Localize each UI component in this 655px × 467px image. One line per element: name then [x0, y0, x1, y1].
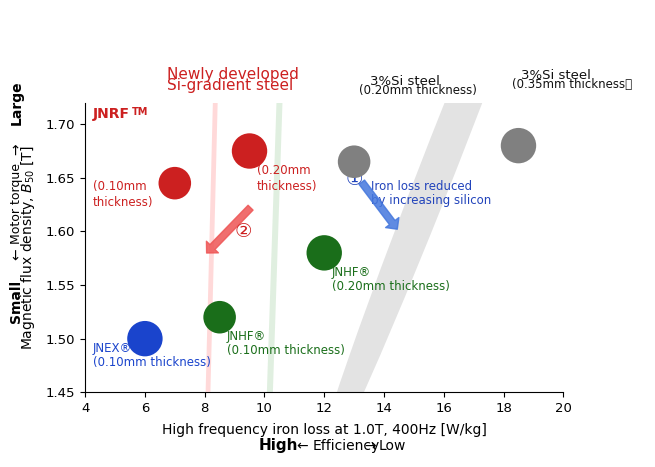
Point	[349, 158, 360, 165]
Point	[244, 147, 255, 155]
Text: (0.20mm
thickness): (0.20mm thickness)	[257, 164, 318, 193]
Ellipse shape	[164, 0, 264, 467]
Text: (0.35mm thickness）: (0.35mm thickness）	[512, 78, 632, 91]
Text: ①: ①	[345, 170, 363, 190]
Text: JNEX®: JNEX®	[92, 342, 132, 355]
Text: Motor torque: Motor torque	[10, 163, 23, 244]
Point	[170, 179, 180, 187]
Point	[514, 142, 524, 149]
Text: JNHF®: JNHF®	[331, 266, 371, 279]
Text: High: High	[259, 438, 298, 453]
Text: Newly developed: Newly developed	[167, 67, 299, 82]
Text: Small: Small	[9, 280, 24, 323]
Text: ②: ②	[234, 222, 252, 241]
Text: JNHF®: JNHF®	[227, 330, 267, 343]
Text: →: →	[9, 144, 24, 155]
Text: ←: ←	[9, 249, 24, 260]
Text: Efficiency: Efficiency	[312, 439, 380, 453]
Point	[140, 335, 150, 342]
Text: (0.10mm thickness): (0.10mm thickness)	[92, 356, 210, 369]
Ellipse shape	[310, 0, 578, 467]
Text: →: →	[364, 439, 376, 453]
Text: Iron loss reduced: Iron loss reduced	[371, 180, 472, 193]
Text: ←: ←	[296, 439, 308, 453]
Text: (0.10mm
thickness): (0.10mm thickness)	[92, 180, 153, 209]
Ellipse shape	[210, 0, 337, 467]
Text: (0.10mm thickness): (0.10mm thickness)	[227, 344, 345, 357]
Text: 3%Si steel: 3%Si steel	[521, 69, 591, 82]
Point	[214, 313, 225, 321]
Text: JNRF: JNRF	[92, 107, 130, 121]
Text: TM: TM	[132, 106, 148, 117]
Y-axis label: Magnetic flux density, $B_{50}$ [T]: Magnetic flux density, $B_{50}$ [T]	[20, 145, 37, 350]
Text: Low: Low	[379, 439, 406, 453]
Text: (0.20mm thickness): (0.20mm thickness)	[359, 84, 477, 97]
Text: Large: Large	[9, 80, 24, 125]
Point	[319, 249, 329, 256]
Text: 3%Si steel: 3%Si steel	[370, 75, 440, 88]
Text: (0.20mm thickness): (0.20mm thickness)	[331, 280, 449, 293]
Text: by increasing silicon: by increasing silicon	[371, 194, 491, 207]
Text: Si-gradient steel: Si-gradient steel	[167, 78, 293, 93]
X-axis label: High frequency iron loss at 1.0T, 400Hz [W/kg]: High frequency iron loss at 1.0T, 400Hz …	[162, 424, 487, 437]
